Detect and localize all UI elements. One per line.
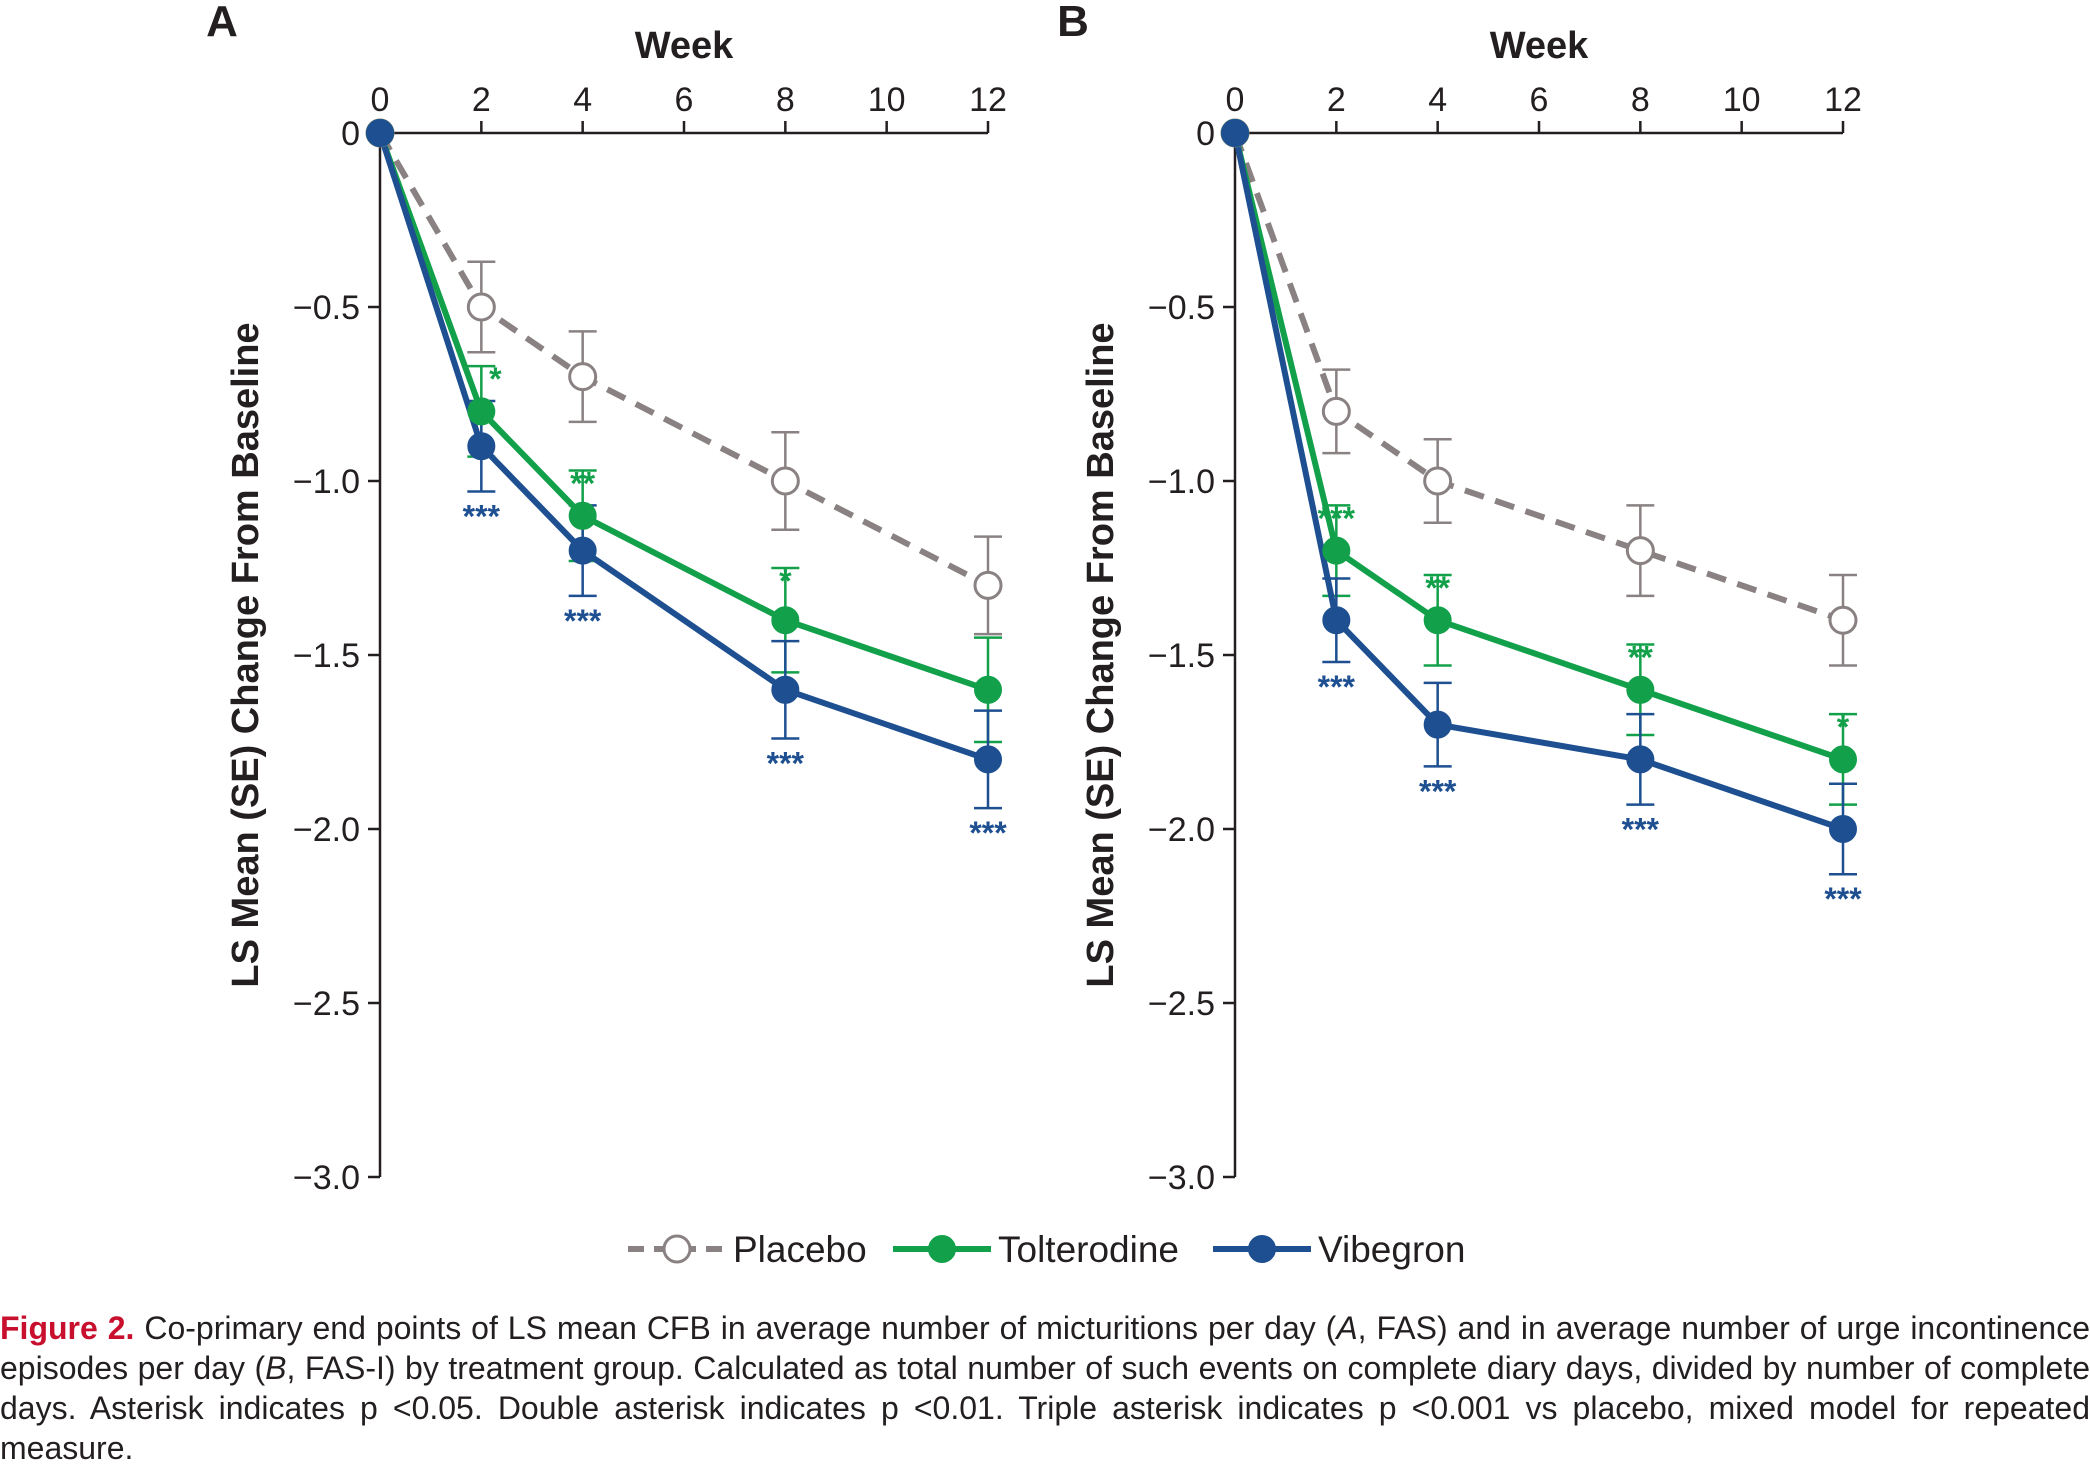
x-axis-title: Week (635, 25, 734, 67)
panel-letter: B (1057, 0, 1089, 46)
vibegron-point (1322, 606, 1351, 635)
placebo-point (973, 570, 1003, 600)
panel-b: B Week LS Mean (SE) Change From Baseline 0 2… (1057, 0, 1862, 1197)
caption-panel-a-ref: A (1336, 1310, 1358, 1346)
y-tick-label: 0 (341, 115, 360, 153)
placebo-point (770, 466, 800, 496)
x-tick-label: 4 (573, 81, 592, 119)
y-tick-label: −1.0 (293, 463, 360, 501)
caption-text-3: , FAS-I) by treatment group. Calculated … (0, 1350, 2090, 1466)
y-tick-label: −2.0 (1148, 811, 1215, 849)
tolterodine-point (1829, 745, 1857, 774)
figure: A Week LS Mean (SE) Change From Baseline 0 2… (206, 0, 1862, 1270)
vibegron-point (1221, 119, 1249, 147)
vibegron-point (1626, 745, 1655, 774)
panel-a: A Week LS Mean (SE) Change From Baseline 0 2… (206, 0, 1007, 1197)
y-tick-label: −1.0 (1148, 463, 1215, 501)
tolterodine-significance-label: * (1837, 709, 1850, 745)
y-tick-label: −3.0 (1148, 1159, 1215, 1197)
x-tick-label: 8 (1631, 81, 1650, 119)
vibegron-line (1232, 132, 1844, 832)
vibegron-significance-label: *** (1824, 881, 1862, 917)
y-tick-label: −0.5 (293, 289, 360, 327)
y-tick-label: −2.5 (293, 985, 360, 1023)
vibegron-significance-label: *** (969, 815, 1007, 851)
x-tick-label: 4 (1428, 81, 1447, 119)
y-tick-label: −3.0 (293, 1159, 360, 1197)
x-tick-label: 0 (371, 81, 390, 119)
legend-vibegron-label: Vibegron (1318, 1229, 1465, 1270)
placebo-point (1625, 536, 1655, 566)
caption-text-1: Co-primary end points of LS mean CFB in … (134, 1310, 1337, 1346)
placebo-point (568, 362, 598, 392)
tolterodine-point (771, 606, 800, 635)
legend-tolterodine-label: Tolterodine (998, 1229, 1179, 1270)
y-axis-title: LS Mean (SE) Change From Baseline (225, 322, 267, 987)
y-tick-label: −2.5 (1148, 985, 1215, 1023)
tolterodine-significance-label: *** (1318, 500, 1356, 536)
vibegron-point (1423, 710, 1452, 739)
x-tick-label: 10 (868, 81, 906, 119)
vibegron-significance-label: *** (1622, 812, 1660, 848)
placebo-point (1828, 605, 1858, 635)
y-tick-label: −2.0 (293, 811, 360, 849)
tolterodine-point (1423, 606, 1452, 635)
x-tick-label: 6 (675, 81, 694, 119)
x-tick-label: 6 (1530, 81, 1549, 119)
vibegron-point (1829, 815, 1857, 843)
tolterodine-significance-label: * (779, 563, 792, 599)
vibegron-significance-label: *** (767, 746, 805, 782)
vibegron-significance-label: *** (564, 603, 602, 639)
caption-label: Figure 2. (0, 1310, 135, 1346)
caption-panel-b-ref: B (265, 1350, 287, 1386)
placebo-point (1423, 466, 1453, 496)
tolterodine-significance-label: ** (570, 466, 595, 502)
tolterodine-significance-label: ** (1628, 640, 1653, 676)
vibegron-significance-label: *** (1419, 773, 1457, 809)
legend-placebo-label: Placebo (733, 1229, 867, 1270)
legend: Placebo Tolterodine Vibegron (628, 1229, 1465, 1270)
x-axis-title: Week (1490, 25, 1589, 67)
panel-letter: A (206, 0, 238, 46)
vibegron-point (974, 745, 1002, 774)
legend-vibegron-marker (1248, 1235, 1276, 1263)
tolterodine-point (568, 501, 597, 530)
tolterodine-point (467, 397, 496, 426)
vibegron-significance-label: *** (1318, 669, 1356, 705)
vibegron-point (568, 536, 597, 565)
x-tick-label: 8 (776, 81, 795, 119)
tolterodine-point (974, 675, 1002, 704)
legend-placebo-marker (662, 1234, 692, 1264)
y-tick-label: −0.5 (1148, 289, 1215, 327)
tolterodine-line (1232, 132, 1844, 763)
y-tick-label: −1.5 (293, 637, 360, 675)
vibegron-significance-label: *** (463, 498, 501, 534)
legend-tolterodine-marker (928, 1235, 956, 1263)
tolterodine-significance-label: ** (1425, 570, 1450, 606)
x-tick-label: 12 (1824, 81, 1862, 119)
placebo-point (1321, 396, 1351, 426)
tolterodine-point (1322, 536, 1351, 565)
vibegron-point (366, 119, 394, 147)
vibegron-point (467, 432, 496, 461)
x-tick-label: 10 (1723, 81, 1761, 119)
x-tick-label: 0 (1226, 81, 1245, 119)
figure-caption: Figure 2. Co-primary end points of LS me… (0, 1308, 2090, 1468)
placebo-point (466, 292, 496, 322)
y-tick-label: 0 (1196, 115, 1215, 153)
tolterodine-point (1626, 675, 1655, 704)
x-tick-label: 12 (969, 81, 1007, 119)
caption-text-2: , FAS) and in average number of urge inc… (0, 1310, 2090, 1386)
vibegron-point (771, 675, 800, 704)
x-tick-label: 2 (472, 81, 491, 119)
y-axis-title: LS Mean (SE) Change From Baseline (1080, 322, 1122, 987)
x-tick-label: 2 (1327, 81, 1346, 119)
tolterodine-significance-label: * (489, 361, 502, 397)
y-tick-label: −1.5 (1148, 637, 1215, 675)
